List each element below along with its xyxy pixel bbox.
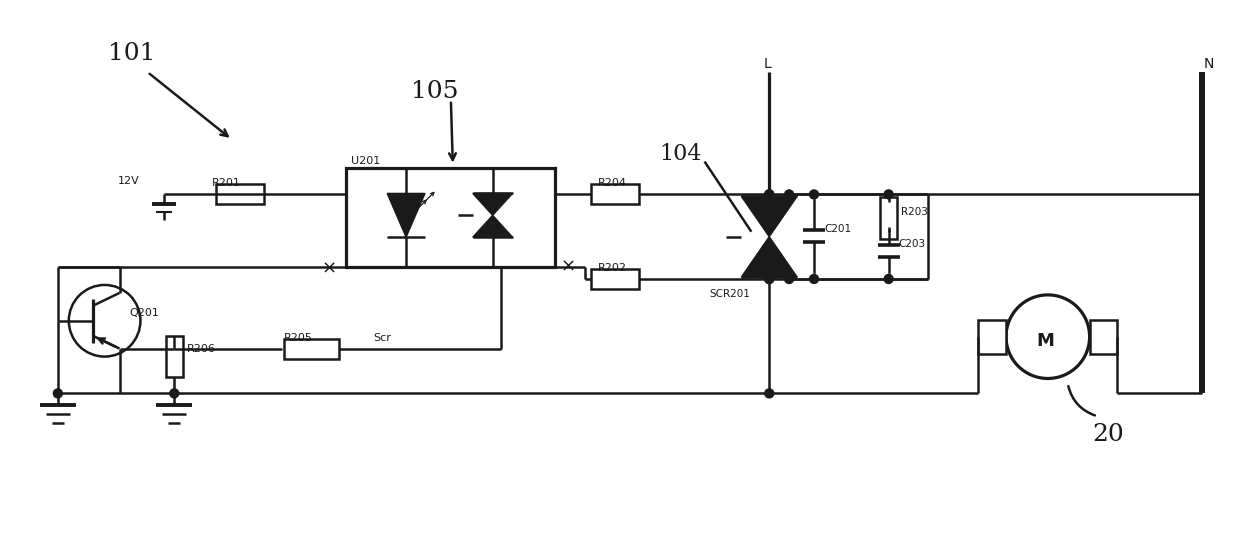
Bar: [978, 320, 1006, 354]
Circle shape: [170, 344, 179, 353]
Circle shape: [810, 190, 818, 199]
Text: Q201: Q201: [129, 308, 160, 318]
Circle shape: [765, 274, 774, 283]
Polygon shape: [387, 193, 425, 237]
Text: 104: 104: [660, 143, 702, 165]
Text: ×: ×: [560, 258, 575, 276]
Bar: [346, 167, 556, 267]
Text: C201: C201: [823, 224, 851, 234]
Circle shape: [765, 190, 774, 199]
Circle shape: [765, 190, 774, 199]
Circle shape: [170, 389, 179, 398]
Text: Scr: Scr: [373, 333, 391, 343]
Bar: [284, 339, 339, 358]
Polygon shape: [742, 197, 797, 237]
Circle shape: [884, 274, 893, 283]
Circle shape: [785, 190, 794, 199]
Bar: [880, 197, 897, 239]
Text: R201: R201: [212, 178, 241, 188]
Circle shape: [785, 274, 794, 283]
Bar: [1090, 320, 1117, 354]
Text: R204: R204: [598, 178, 627, 188]
Text: M: M: [1035, 332, 1054, 350]
Bar: [216, 184, 264, 204]
Text: 101: 101: [108, 42, 155, 65]
Text: R202: R202: [598, 263, 627, 273]
Circle shape: [884, 190, 893, 199]
Text: N: N: [1204, 57, 1214, 71]
Text: R205: R205: [284, 333, 312, 343]
Text: 105: 105: [412, 80, 459, 103]
Text: L: L: [764, 57, 771, 71]
Circle shape: [53, 389, 62, 398]
Polygon shape: [472, 215, 512, 237]
Text: U201: U201: [351, 155, 381, 166]
Circle shape: [765, 389, 774, 398]
Text: 20: 20: [1092, 423, 1125, 446]
Text: 12V: 12V: [118, 176, 139, 187]
Bar: [591, 184, 639, 204]
Text: R206: R206: [187, 344, 216, 354]
Text: SCR201: SCR201: [709, 289, 750, 299]
Bar: [591, 269, 639, 289]
Bar: [166, 335, 182, 378]
Text: C203: C203: [899, 239, 926, 249]
Polygon shape: [472, 193, 512, 215]
Text: R203: R203: [900, 207, 928, 217]
Text: ×: ×: [322, 260, 337, 278]
Circle shape: [765, 274, 774, 283]
Polygon shape: [742, 237, 797, 277]
Circle shape: [810, 274, 818, 283]
